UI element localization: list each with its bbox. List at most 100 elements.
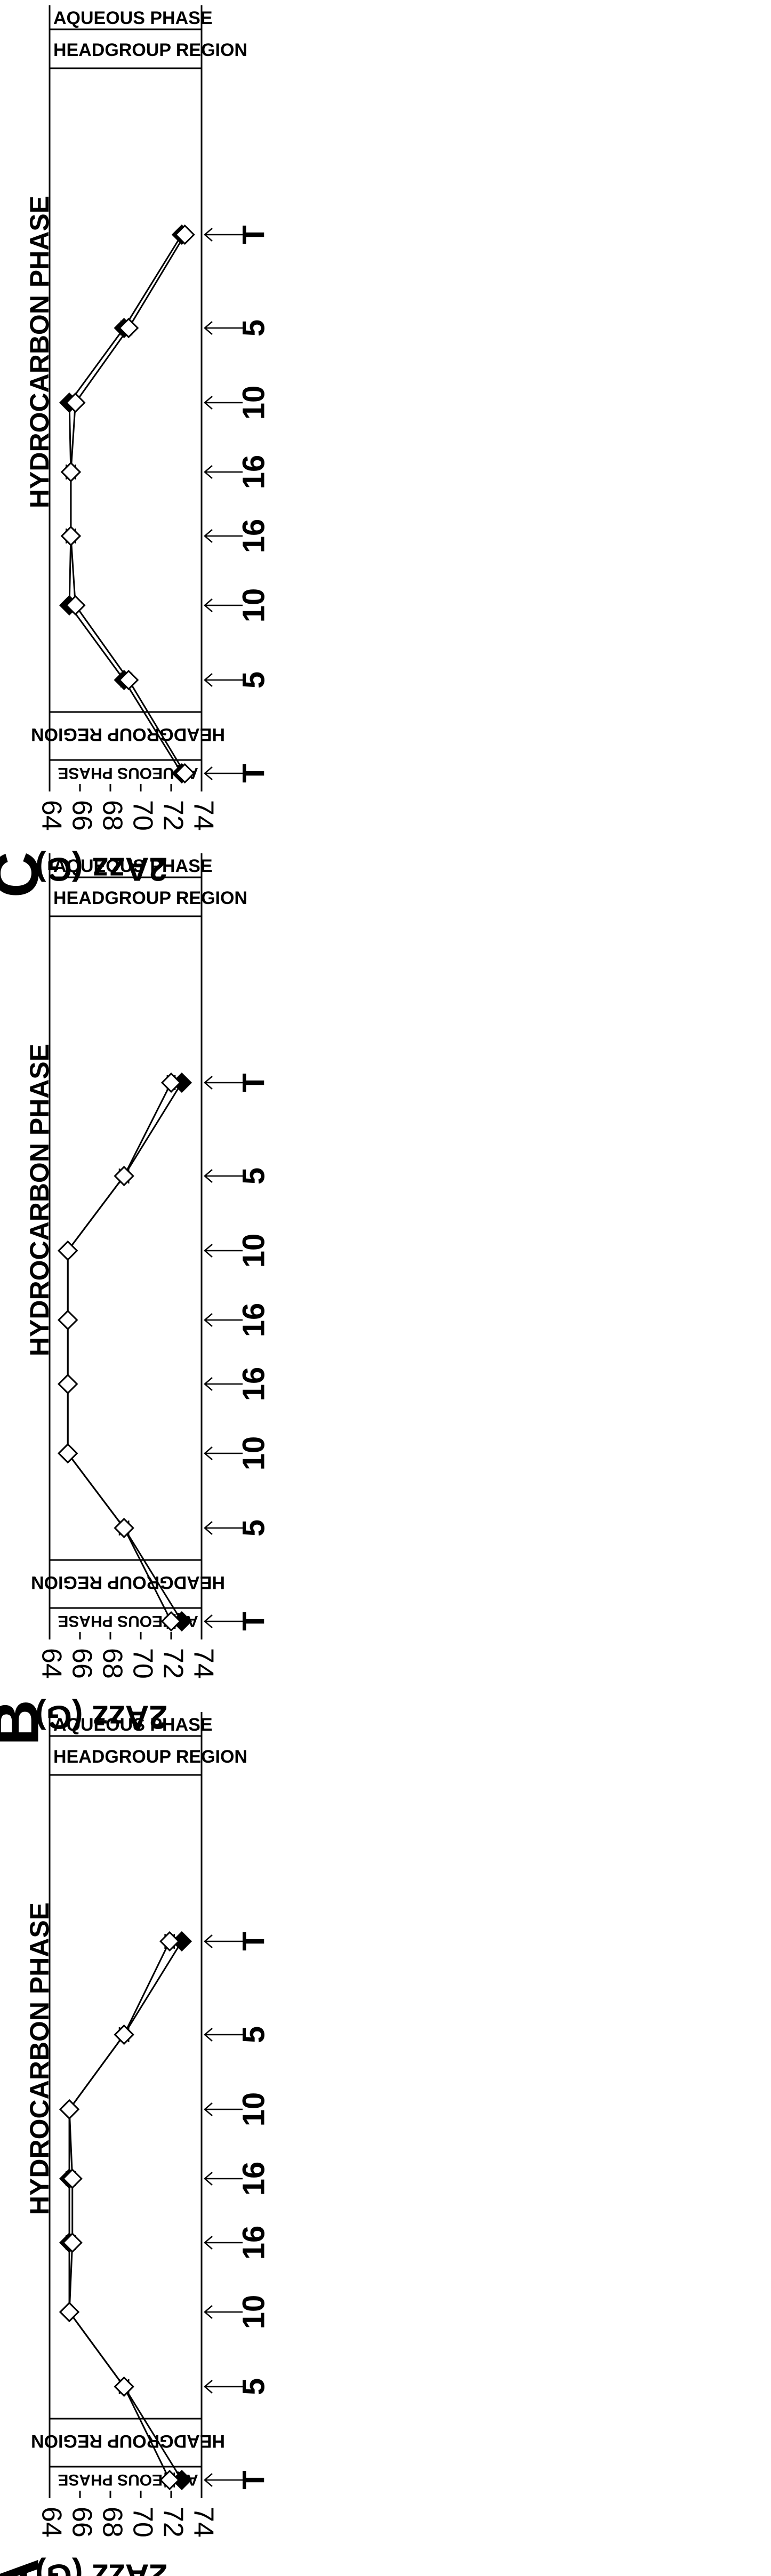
data-point-open bbox=[118, 669, 139, 691]
panel-letter: C bbox=[0, 852, 52, 898]
position-label: 10 bbox=[236, 1436, 271, 1471]
position-label: T bbox=[236, 225, 271, 244]
position-arrow-head bbox=[204, 2236, 213, 2250]
position-label: 5 bbox=[236, 2378, 271, 2395]
position-label: 10 bbox=[236, 588, 271, 623]
series-line bbox=[68, 1941, 171, 2481]
data-point-open bbox=[159, 2469, 180, 2491]
position-label: 16 bbox=[236, 1303, 271, 1338]
region-label-hydrocarbon: HYDROCARBON PHASE bbox=[25, 196, 54, 508]
position-arrow-head bbox=[204, 1169, 213, 1183]
position-arrow-head bbox=[204, 1614, 213, 1628]
series-line bbox=[70, 234, 186, 774]
y-tick-label: 70 bbox=[127, 1648, 158, 1679]
y-tick-label: 68 bbox=[97, 800, 127, 831]
data-point-open bbox=[58, 1443, 78, 1464]
data-point-open bbox=[59, 2099, 80, 2120]
data-point-open bbox=[60, 461, 82, 483]
position-label: T bbox=[236, 1932, 271, 1950]
y-tick-label: 74 bbox=[188, 1648, 219, 1679]
position-arrow-head bbox=[204, 396, 213, 410]
position-arrow-head bbox=[204, 1076, 213, 1090]
y-axis-title: 2Azz (G) bbox=[35, 2557, 167, 2576]
region-label-aqueous-right: AQUEOUS PHASE bbox=[53, 1715, 213, 1735]
position-label: 5 bbox=[236, 1519, 271, 1537]
position-arrow-head bbox=[204, 1244, 213, 1258]
data-point-open bbox=[114, 2376, 134, 2397]
panel-letter: B bbox=[0, 1700, 52, 1746]
y-tick-label: 66 bbox=[66, 800, 97, 831]
data-point-open bbox=[174, 224, 195, 245]
y-tick-label: 74 bbox=[188, 2507, 219, 2538]
position-label: 5 bbox=[236, 1167, 271, 1185]
position-arrow-head bbox=[204, 2380, 213, 2394]
series-line bbox=[67, 1082, 172, 1622]
data-point-open bbox=[58, 1373, 78, 1395]
y-axis-title: 2Azz (G) bbox=[35, 1699, 167, 1735]
position-arrow-head bbox=[204, 1521, 213, 1535]
position-arrow-head bbox=[204, 2473, 213, 2487]
region-label-headgroup-left: HEADGROUP REGION bbox=[31, 1572, 225, 1593]
position-arrow-head bbox=[204, 1313, 213, 1327]
position-label: 5 bbox=[236, 2026, 271, 2043]
position-label: 10 bbox=[236, 386, 271, 420]
position-arrow-head bbox=[204, 1934, 213, 1948]
y-tick-label: 74 bbox=[188, 800, 219, 831]
position-arrow-head bbox=[204, 673, 213, 687]
y-tick-label: 64 bbox=[36, 1648, 67, 1679]
region-label-headgroup-right: HEADGROUP REGION bbox=[53, 1747, 247, 1767]
position-label: 5 bbox=[236, 671, 271, 689]
data-point-open bbox=[58, 1240, 78, 1261]
data-point-open bbox=[160, 1072, 182, 1093]
position-label: T bbox=[236, 2470, 271, 2489]
y-tick-label: 70 bbox=[127, 800, 158, 831]
region-label-headgroup-right: HEADGROUP REGION bbox=[53, 40, 247, 60]
position-label: 16 bbox=[236, 519, 271, 554]
y-tick-label: 68 bbox=[97, 1648, 127, 1679]
series-line bbox=[68, 234, 183, 774]
position-arrow-head bbox=[204, 2305, 213, 2319]
data-point-open bbox=[160, 1611, 182, 1632]
position-label: 5 bbox=[236, 319, 271, 337]
position-label: T bbox=[236, 1612, 271, 1630]
data-point-open bbox=[65, 392, 86, 413]
data-point-open bbox=[114, 1165, 134, 1187]
position-arrow-head bbox=[204, 766, 213, 780]
data-point-open bbox=[114, 2024, 134, 2045]
y-axis-title: 2Azz (G) bbox=[35, 851, 167, 887]
y-tick-label: 70 bbox=[127, 2507, 158, 2538]
region-label-aqueous-right: AQUEOUS PHASE bbox=[53, 8, 213, 28]
position-label: 16 bbox=[236, 455, 271, 490]
series-line bbox=[68, 1941, 183, 2481]
y-tick-label: 66 bbox=[66, 2507, 97, 2538]
data-point-open bbox=[65, 595, 86, 616]
y-tick-label: 64 bbox=[36, 800, 67, 831]
position-arrow-head bbox=[204, 598, 213, 612]
y-tick-label: 72 bbox=[157, 2507, 188, 2538]
position-arrow-head bbox=[204, 465, 213, 479]
position-arrow-head bbox=[204, 1446, 213, 1460]
position-label: 10 bbox=[236, 2295, 271, 2330]
data-point-open bbox=[159, 1931, 180, 1952]
y-tick-label: 66 bbox=[66, 1648, 97, 1679]
position-arrow-head bbox=[204, 2028, 213, 2042]
data-point-open bbox=[174, 763, 195, 784]
data-point-open bbox=[60, 525, 82, 547]
position-arrow-head bbox=[204, 2172, 213, 2186]
position-arrow-head bbox=[204, 1377, 213, 1391]
data-point-open bbox=[62, 2168, 83, 2189]
data-point-open bbox=[58, 1309, 78, 1331]
position-label: 16 bbox=[236, 2226, 271, 2260]
region-label-headgroup-right: HEADGROUP REGION bbox=[53, 888, 247, 908]
position-label: 16 bbox=[236, 1367, 271, 1402]
region-label-headgroup-left: HEADGROUP REGION bbox=[31, 724, 225, 745]
position-label: 16 bbox=[236, 2162, 271, 2196]
y-tick-label: 72 bbox=[157, 800, 188, 831]
position-label: 10 bbox=[236, 1234, 271, 1268]
series-line bbox=[67, 1082, 183, 1622]
y-tick-label: 64 bbox=[36, 2507, 67, 2538]
